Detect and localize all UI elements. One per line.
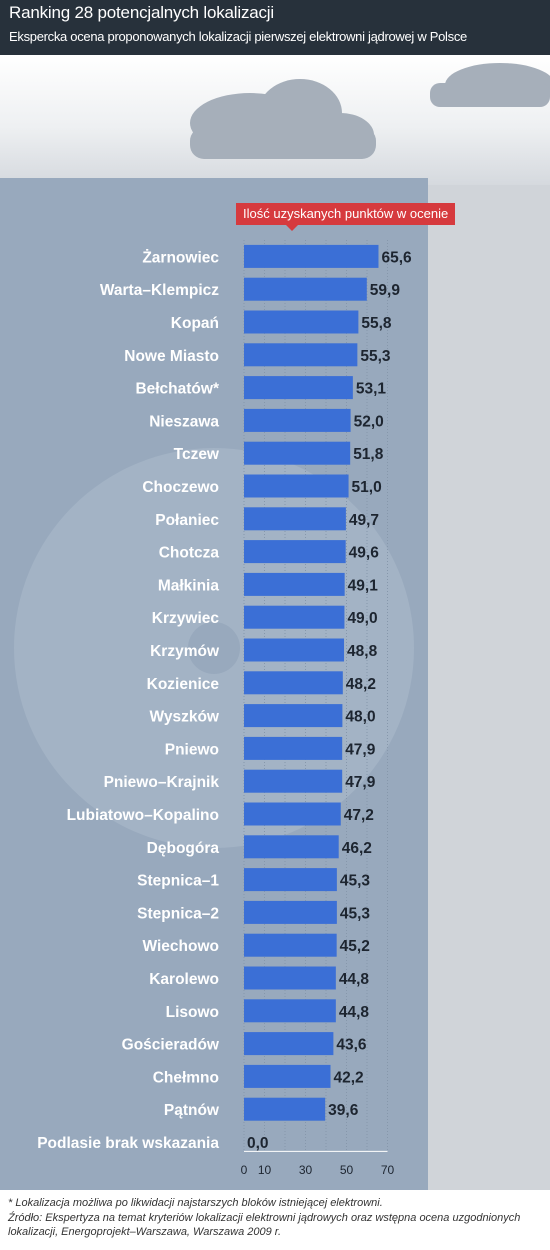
chart-title: Ranking 28 potencjalnych lokalizacji xyxy=(9,3,274,22)
category-label: Kozienice xyxy=(147,676,220,693)
value-label: 59,9 xyxy=(370,282,401,299)
x-tick-label: 0 xyxy=(241,1163,248,1177)
category-label: Bełchatów* xyxy=(135,381,220,398)
x-tick-label: 70 xyxy=(381,1163,395,1177)
value-label: 43,6 xyxy=(336,1037,367,1054)
chart-subtitle: Ekspercka ocena proponowanych lokalizacj… xyxy=(9,29,467,44)
category-label: Karolewo xyxy=(149,971,219,988)
value-label: 48,0 xyxy=(345,709,375,726)
category-label: Wyszków xyxy=(150,709,220,726)
footnote: * Lokalizacja możliwa po likwidacji najs… xyxy=(8,1197,383,1209)
bar xyxy=(244,376,353,400)
bar xyxy=(244,671,343,695)
bar-chart: Żarnowiec 65,6 Warta–Klempicz 59,9 Kopań 55,8… xyxy=(37,240,412,1177)
value-label: 52,0 xyxy=(354,413,384,430)
bar xyxy=(244,933,337,957)
footer xyxy=(0,1190,550,1250)
category-label: Gościeradów xyxy=(122,1037,220,1054)
bar xyxy=(244,244,379,268)
value-label: 46,2 xyxy=(342,840,372,857)
category-label: Choczewo xyxy=(142,479,219,496)
value-label: 49,1 xyxy=(348,577,379,594)
bar xyxy=(244,408,351,432)
bar xyxy=(244,999,336,1023)
value-label: 0,0 xyxy=(247,1135,269,1152)
category-label: Żarnowiec xyxy=(142,249,219,266)
category-label: Podlasie brak wskazania xyxy=(37,1135,219,1152)
category-label: Stepnica–1 xyxy=(137,873,219,890)
header: Ranking 28 potencjalnych lokalizacji Eks… xyxy=(0,0,550,55)
value-label: 45,3 xyxy=(340,905,371,922)
legend-label: Ilość uzyskanych punktów w ocenie xyxy=(236,203,456,225)
value-label: 55,8 xyxy=(361,315,392,332)
value-label: 42,2 xyxy=(334,1069,364,1086)
bar xyxy=(244,769,343,793)
category-label: Chotcza xyxy=(159,545,220,562)
bar xyxy=(244,802,341,826)
value-label: 47,9 xyxy=(345,774,376,791)
value-label: 45,2 xyxy=(340,938,370,955)
sky-background xyxy=(0,55,550,185)
category-label: Stepnica–2 xyxy=(137,905,219,922)
x-tick-label: 50 xyxy=(340,1163,354,1177)
value-label: 51,8 xyxy=(353,446,384,463)
value-label: 44,8 xyxy=(339,1004,370,1021)
category-label: Lubiatowo–Kopalino xyxy=(67,807,219,824)
value-label: 55,3 xyxy=(360,348,391,365)
category-label: Pątnów xyxy=(164,1102,220,1119)
legend-pointer xyxy=(286,225,298,231)
x-tick-label: 30 xyxy=(299,1163,313,1177)
category-label: Tczew xyxy=(174,446,220,463)
value-label: 47,2 xyxy=(344,807,374,824)
category-label: Nieszawa xyxy=(149,413,219,430)
source-note: Źródło: Ekspertyza na temat kryteriów lo… xyxy=(8,1212,521,1238)
value-label: 49,6 xyxy=(349,545,380,562)
bar xyxy=(244,868,337,892)
category-label: Pniewo xyxy=(165,741,219,758)
bar xyxy=(244,441,351,465)
category-label: Wiechowo xyxy=(142,938,219,955)
category-label: Krzywiec xyxy=(152,610,220,627)
bar xyxy=(244,736,343,760)
category-label: Kopań xyxy=(171,315,219,332)
bar xyxy=(244,605,345,629)
bar xyxy=(244,540,346,564)
bar xyxy=(244,277,367,301)
bar xyxy=(244,310,359,334)
category-label: Małkinia xyxy=(158,577,220,594)
category-label: Lisowo xyxy=(166,1004,219,1021)
value-label: 48,8 xyxy=(347,643,378,660)
bar xyxy=(244,1064,331,1088)
bar xyxy=(244,704,343,728)
bar xyxy=(244,1097,326,1121)
category-label: Połaniec xyxy=(155,512,219,529)
bar xyxy=(244,900,337,924)
category-label: Chełmno xyxy=(153,1069,219,1086)
bar xyxy=(244,835,339,859)
value-label: 49,7 xyxy=(349,512,379,529)
bar xyxy=(244,966,336,990)
category-label: Dębogóra xyxy=(147,840,220,857)
value-label: 39,6 xyxy=(328,1102,359,1119)
x-tick-label: 10 xyxy=(258,1163,272,1177)
category-label: Warta–Klempicz xyxy=(100,282,219,299)
value-label: 45,3 xyxy=(340,873,371,890)
value-label: 49,0 xyxy=(347,610,377,627)
bar xyxy=(244,638,345,662)
bar xyxy=(244,1032,334,1056)
value-label: 47,9 xyxy=(345,741,376,758)
value-label: 65,6 xyxy=(381,249,412,266)
value-label: 44,8 xyxy=(339,971,370,988)
category-label: Krzymów xyxy=(150,643,220,660)
bar xyxy=(244,474,349,498)
bar xyxy=(244,343,358,367)
bar xyxy=(244,507,346,531)
category-label: Pniewo–Krajnik xyxy=(104,774,220,791)
category-label: Nowe Miasto xyxy=(124,348,219,365)
value-label: 53,1 xyxy=(356,381,387,398)
bar xyxy=(244,572,345,596)
value-label: 48,2 xyxy=(346,676,376,693)
cloud-icon xyxy=(190,63,550,159)
value-label: 51,0 xyxy=(352,479,382,496)
